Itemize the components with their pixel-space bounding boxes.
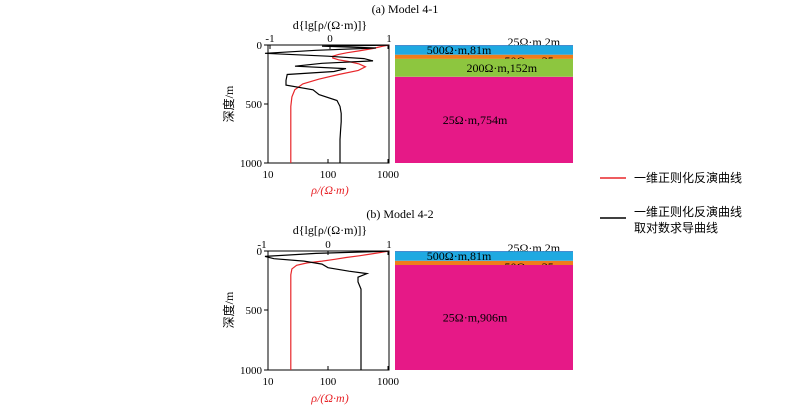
legend-red-label: 一维正则化反演曲线: [634, 170, 742, 185]
panel-a-bottom-tick-0: 10: [263, 169, 275, 181]
legend: 一维正则化反演曲线 一维正则化反演曲线 取对数求导曲线: [600, 170, 742, 235]
panel-a-bottom-tick-2: 1000: [377, 169, 400, 181]
panel-a-top-tick-0: -1: [265, 33, 274, 45]
panel-b-layer-3: [395, 265, 573, 370]
panel-b-series-red: [290, 250, 389, 370]
panel-b-bottom-axis-label: ρ/(Ω·m): [310, 391, 348, 405]
panel-b-top-tick-1: 0: [325, 239, 331, 251]
panel-b-bottom-tick-1: 100: [320, 376, 337, 388]
panel-a-layer-3: [395, 58, 573, 77]
panel-a-y-tick-0: 0: [257, 40, 263, 52]
panel-a-y-tick-2: 1000: [240, 158, 263, 170]
panel-b-y-tick-1: 500: [246, 305, 263, 317]
panel-b-layer-2: [395, 260, 573, 266]
panel-a-y-tick-1: 500: [246, 99, 263, 111]
panel-a-y-axis-label: 深度/m: [221, 85, 236, 122]
panel-a-layer-label-1: 500Ω·m,81m: [427, 43, 492, 57]
panel-b-top-tick-2: 1: [386, 239, 392, 251]
panel-b-bottom-tick-2: 1000: [377, 376, 400, 388]
panel-a-title: (a) Model 4-1: [372, 2, 439, 16]
panel-a-bottom-tick-1: 100: [320, 169, 337, 181]
legend-black-label-line2: 取对数求导曲线: [634, 220, 718, 235]
panel-a-series-red: [290, 44, 389, 163]
panel-a-layer-4: [395, 76, 573, 163]
panel-a-bottom-axis-label: ρ/(Ω·m): [310, 183, 348, 197]
panel-a-layer-label-3: 200Ω·m,152m: [467, 61, 538, 75]
panel-b-title: (b) Model 4-2: [366, 207, 433, 221]
panel-b-bottom-tick-0: 10: [263, 376, 275, 388]
panel-b-plot-frame: [267, 250, 390, 371]
legend-black-label-line1: 一维正则化反演曲线: [634, 204, 742, 219]
panel-a-layer-label-4: 25Ω·m,754m: [443, 113, 508, 127]
panel-a-top-axis-label: d{lg[ρ/(Ω·m)]}: [293, 18, 367, 32]
panel-a-layer-2: [395, 54, 573, 59]
panel-b-y-axis-label: 深度/m: [221, 291, 236, 328]
panel-b-layer-label-1: 500Ω·m,81m: [427, 249, 492, 263]
panel-b-top-tick-0: -1: [257, 239, 266, 251]
panel-b-layer-label-3: 25Ω·m,906m: [443, 311, 508, 325]
panel-a-layer-model: 25Ω·m,2m500Ω·m,81m50Ω·m,35m200Ω·m,152m25…: [395, 35, 573, 163]
panel-b-layer-1: [395, 251, 573, 261]
panel-a-layer-1: [395, 45, 573, 55]
panel-b-y-tick-0: 0: [257, 246, 263, 258]
panel-a: (a) Model 4-1 d{lg[ρ/(Ω·m)]} -1 0 1 0 50…: [221, 2, 573, 197]
panel-b: (b) Model 4-2 d{lg[ρ/(Ω·m)]} -1 0 1 0 50…: [221, 207, 573, 405]
panel-b-y-tick-2: 1000: [240, 365, 263, 377]
panel-a-top-tick-1: 0: [327, 33, 333, 45]
panel-b-series-black: [264, 250, 389, 370]
panel-a-top-tick-2: 1: [386, 33, 392, 45]
panel-b-top-axis-label: d{lg[ρ/(Ω·m)]}: [293, 223, 367, 237]
panel-a-series-black: [264, 44, 389, 163]
